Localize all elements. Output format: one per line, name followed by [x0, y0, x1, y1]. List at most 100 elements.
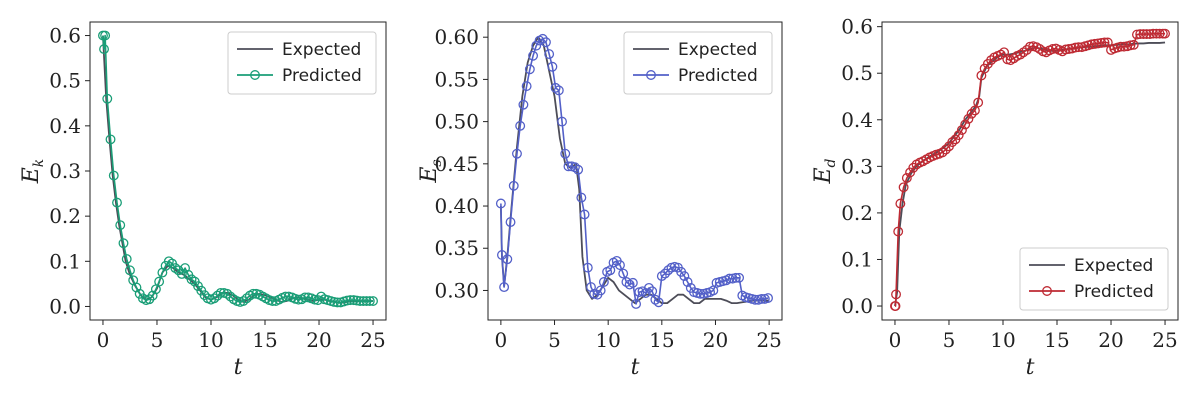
- data-point: [108, 170, 119, 181]
- y-tick-label: 0.40: [434, 194, 479, 218]
- data-point: [550, 82, 561, 93]
- x-tick-label: 25: [756, 328, 781, 352]
- data-point: [248, 288, 259, 299]
- x-tick-label: 15: [252, 328, 277, 352]
- data-point: [598, 277, 609, 287]
- y-axis-label: Es: [417, 159, 445, 183]
- data-point: [1060, 44, 1071, 55]
- data-point: [563, 161, 574, 172]
- legend-swatch-marker: [1042, 286, 1052, 296]
- data-point: [1070, 42, 1081, 53]
- data-point: [1141, 29, 1152, 40]
- data-point: [1086, 39, 1097, 50]
- x-tick-label: 20: [1098, 328, 1123, 352]
- data-point: [1154, 28, 1165, 39]
- data-point: [644, 282, 654, 293]
- data-point: [576, 192, 587, 203]
- data-point: [241, 293, 252, 304]
- data-point: [1119, 41, 1129, 52]
- legend: Expected Predicted: [623, 31, 773, 95]
- data-point: [1148, 28, 1159, 39]
- y-tick-label: 0.0: [49, 294, 81, 318]
- data-point: [505, 217, 516, 228]
- data-point: [1128, 39, 1139, 50]
- series-line-expected: [499, 36, 770, 305]
- x-tick-label: 10: [595, 328, 620, 352]
- x-axis-label: t: [1026, 355, 1035, 380]
- data-point: [212, 290, 223, 301]
- data-point: [309, 294, 320, 305]
- legend-label: Predicted: [678, 66, 758, 86]
- y-axis-label-subscript: k: [31, 159, 47, 167]
- data-point: [956, 125, 967, 135]
- data-point: [898, 182, 909, 193]
- data-point: [99, 44, 109, 55]
- data-point: [102, 93, 113, 104]
- data-point: [348, 295, 359, 306]
- legend-box: [227, 31, 377, 95]
- data-point: [647, 286, 658, 297]
- data-point: [329, 296, 340, 307]
- data-point: [895, 198, 906, 209]
- y-tick-label: 0.4: [49, 114, 81, 138]
- legend-label: Predicted: [282, 66, 362, 86]
- legend-box: [1019, 247, 1169, 311]
- data-point: [345, 295, 356, 306]
- data-point: [1135, 29, 1146, 40]
- data-point: [544, 49, 555, 60]
- y-tick-label: 0.60: [434, 25, 479, 49]
- data-point: [615, 260, 625, 271]
- data-point: [524, 64, 535, 75]
- plot-frame: [89, 21, 387, 321]
- data-point: [890, 301, 901, 311]
- data-point: [495, 198, 506, 209]
- data-point: [547, 61, 558, 72]
- legend-swatch-marker: [250, 70, 260, 80]
- y-tick-label: 0.50: [434, 110, 479, 134]
- data-point: [1093, 38, 1104, 49]
- y-axis-label: Ek: [19, 159, 47, 185]
- plot-frame: [881, 21, 1179, 321]
- data-point: [267, 296, 278, 306]
- chart-panel-1: 0 5 10 15 20 25 0.30 0.35 0.40 0.45 0.50 0.55 0.60 t E…: [417, 21, 783, 380]
- data-point: [515, 120, 526, 131]
- legend-label: Expected: [678, 40, 757, 60]
- data-point: [121, 254, 132, 264]
- data-point: [300, 292, 310, 303]
- data-point: [891, 289, 901, 300]
- data-point: [115, 220, 126, 231]
- x-tick-label: 10: [198, 328, 223, 352]
- data-point: [901, 173, 912, 183]
- data-point: [293, 294, 304, 305]
- y-axis-label-main: E: [19, 167, 44, 184]
- data-point: [937, 147, 948, 158]
- data-point: [512, 148, 522, 159]
- data-point: [660, 268, 670, 279]
- x-tick-label: 25: [1152, 328, 1177, 352]
- data-point: [893, 226, 904, 237]
- data-point: [1073, 42, 1084, 53]
- data-point: [499, 282, 510, 293]
- data-point: [627, 277, 638, 288]
- data-point: [1018, 47, 1029, 58]
- data-point: [763, 293, 774, 304]
- y-axis-label-main: E: [811, 167, 836, 184]
- y-axis-label: Ed: [811, 158, 839, 184]
- data-point: [502, 254, 513, 265]
- legend: Expected Predicted: [1019, 247, 1169, 311]
- data-point: [1138, 29, 1149, 40]
- data-point: [650, 294, 661, 305]
- x-tick-label: 0: [889, 328, 902, 352]
- x-tick-label: 15: [1044, 328, 1069, 352]
- series-expected: [499, 36, 770, 305]
- y-tick-label: 0.45: [434, 152, 479, 176]
- data-point: [1096, 38, 1107, 48]
- x-axis-label: t: [631, 355, 640, 380]
- data-point: [947, 137, 958, 148]
- data-point: [621, 277, 632, 287]
- data-point: [1115, 41, 1126, 52]
- data-point: [358, 296, 369, 306]
- y-tick-label: 0.2: [841, 201, 873, 225]
- y-tick-label: 0.6: [49, 24, 81, 48]
